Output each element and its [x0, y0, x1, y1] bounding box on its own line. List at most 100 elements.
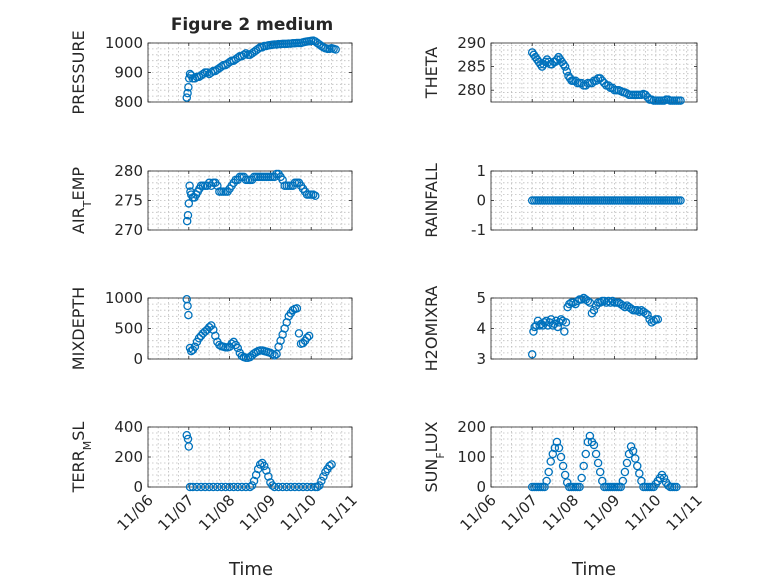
data-point: [633, 461, 642, 471]
data-point: [546, 457, 555, 466]
data-point: [553, 322, 562, 332]
data-point: [554, 443, 564, 453]
y-tick-label: 1000: [105, 34, 143, 52]
y-tick-label: 800: [114, 93, 143, 111]
data-point: [255, 460, 265, 469]
figure-title: Figure 2 medium: [171, 15, 333, 35]
data-point: [270, 482, 279, 492]
data-point: [583, 296, 593, 306]
y-tick-label: 0: [476, 478, 486, 496]
data-point: [282, 482, 291, 492]
x-tick-label: 11/07: [498, 491, 541, 534]
y-tick-label: 285: [457, 58, 486, 76]
data-point: [239, 50, 249, 60]
data-point: [245, 482, 255, 492]
x-tick-label: 11/06: [114, 491, 157, 534]
data-point: [183, 88, 192, 98]
y-tick-label: 5: [476, 289, 486, 307]
data-point: [209, 482, 218, 492]
data-point: [311, 191, 320, 201]
data-point: [190, 342, 200, 352]
y-axis-label: PRESSURE: [69, 30, 88, 114]
data-point: [597, 76, 607, 86]
y-tick-label: 280: [457, 81, 486, 99]
subplot-air_temp: 270 275 280 AIRTEMP: [69, 162, 353, 239]
data-point: [602, 298, 611, 307]
data-point: [558, 461, 568, 471]
data-point: [600, 78, 609, 88]
data-point: [213, 482, 222, 492]
data-point: [185, 69, 195, 79]
data-point: [188, 482, 198, 492]
data-point: [306, 482, 316, 492]
data-point: [565, 299, 574, 309]
y-tick-label: 900: [114, 64, 143, 82]
data-point: [635, 469, 644, 478]
data-point: [274, 482, 283, 492]
data-point: [184, 442, 194, 451]
data-point: [313, 482, 322, 492]
x-tick-label: 11/09: [580, 491, 623, 534]
subplot-pressure: 800 900 1000 PRESSURE: [69, 30, 353, 115]
y-tick-label: 280: [114, 162, 143, 180]
data-point: [622, 458, 632, 468]
data-point: [659, 473, 669, 483]
data-point: [302, 482, 312, 492]
x-axis-label-right: Time: [571, 559, 616, 580]
data-point: [591, 449, 601, 459]
y-tick-label: 500: [114, 320, 143, 338]
data-point: [559, 59, 568, 69]
data-point: [608, 296, 617, 306]
y-axis-label: MIXDEPTH: [69, 287, 88, 370]
data-point: [536, 59, 545, 69]
data-point: [604, 81, 613, 90]
data-point: [649, 316, 658, 326]
y-axis-label: RAINFALL: [422, 163, 441, 238]
data-point: [229, 482, 238, 492]
data-point: [298, 482, 308, 492]
y-tick-label: 200: [457, 418, 486, 436]
data-point: [577, 78, 586, 88]
data-point: [184, 83, 193, 92]
data-point: [587, 78, 597, 88]
data-point: [233, 482, 243, 492]
data-point: [581, 449, 591, 459]
data-point: [560, 470, 570, 480]
x-tick-label: 11/09: [236, 491, 279, 534]
data-point: [641, 308, 650, 318]
data-point: [676, 196, 685, 205]
x-axis-label-left: Time: [228, 559, 273, 580]
data-point: [304, 331, 314, 341]
x-tick-label: 11/10: [621, 491, 664, 534]
y-axis-label: H2OMIXRA: [422, 286, 441, 372]
data-point: [247, 481, 257, 490]
y-axis-label: SUNFLUX: [422, 421, 447, 492]
y-axis-label: THETA: [422, 47, 441, 99]
data-point: [542, 476, 551, 486]
data-point: [527, 350, 537, 359]
data-point: [595, 467, 605, 477]
data-point: [628, 446, 638, 456]
axes-box: [490, 42, 698, 103]
subplot-theta: 280 285 290 THETA: [422, 34, 698, 105]
data-point: [298, 338, 308, 348]
y-axis-label: TERRMSL: [69, 422, 94, 494]
data-point: [221, 482, 230, 492]
data-point: [561, 318, 571, 327]
data-point: [182, 93, 192, 102]
data-point: [663, 481, 673, 490]
data-point: [331, 45, 340, 54]
x-tick-label: 11/10: [277, 491, 320, 534]
data-point: [633, 305, 642, 315]
data-point: [200, 482, 210, 492]
data-point: [241, 49, 251, 58]
x-tick-label: 11/11: [663, 491, 706, 534]
data-point: [315, 481, 324, 490]
data-point: [260, 461, 269, 471]
data-point: [641, 90, 650, 100]
subplot-rainfall: -1 0 1 RAINFALL: [422, 162, 698, 239]
data-point: [325, 461, 334, 471]
